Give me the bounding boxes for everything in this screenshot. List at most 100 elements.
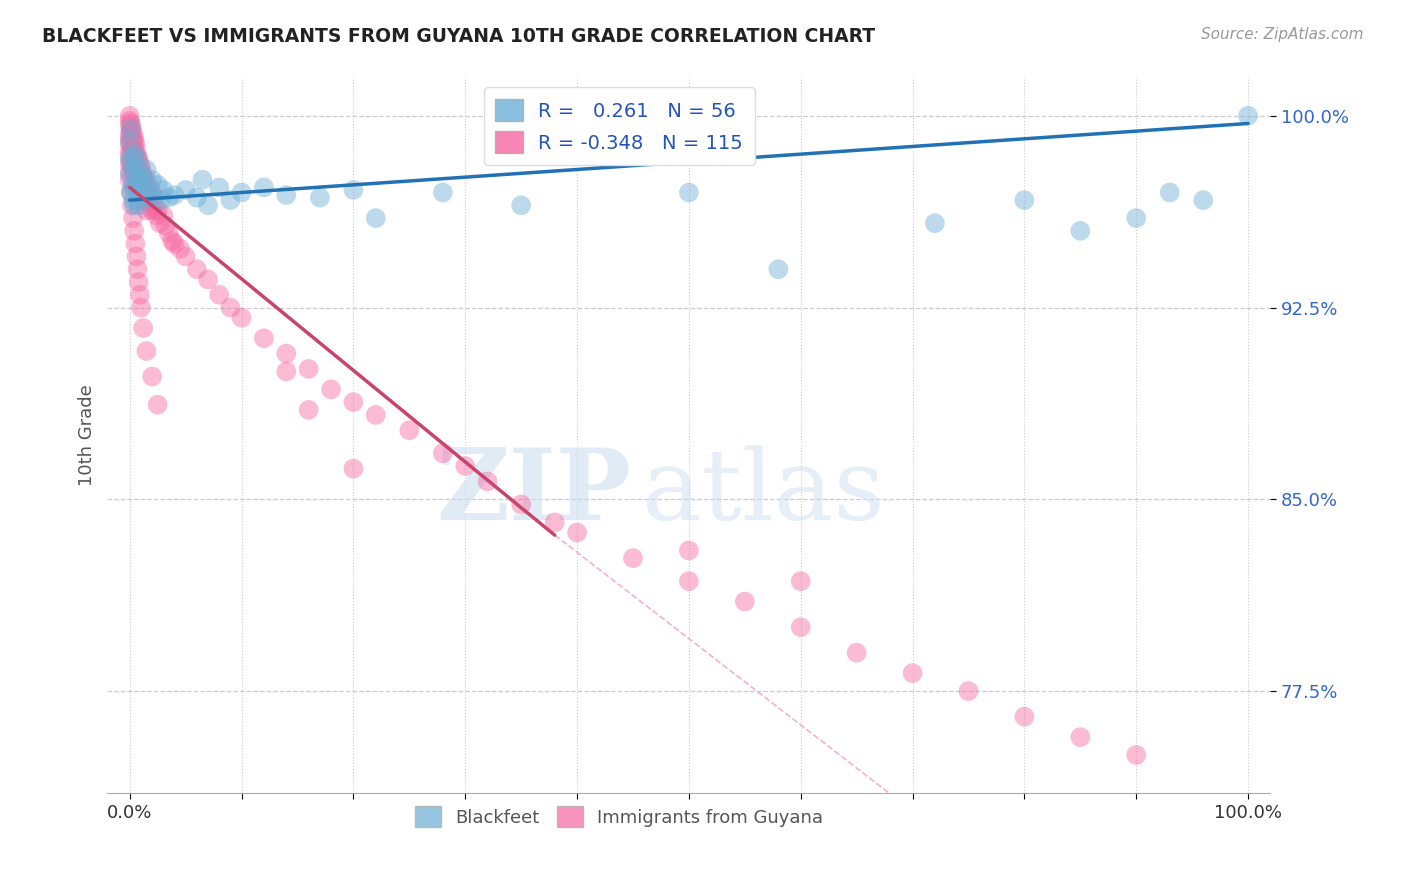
Point [131, 165, 153, 179]
Point [150, 193, 173, 207]
Point [118, 153, 141, 167]
Point [135, 172, 157, 186]
Point [128, 153, 150, 167]
Point [128, 172, 150, 186]
Point [129, 301, 152, 315]
Point [127, 178, 149, 192]
Point [118, 109, 141, 123]
Point [186, 191, 208, 205]
Point [128, 287, 150, 301]
Point [118, 157, 141, 171]
Point [134, 193, 156, 207]
Point [139, 180, 162, 194]
Point [129, 175, 152, 189]
Point [901, 666, 924, 681]
Point [118, 127, 141, 141]
Point [231, 186, 253, 200]
Point [149, 216, 172, 230]
Point [186, 262, 208, 277]
Point [128, 198, 150, 212]
Point [678, 543, 700, 558]
Point [131, 180, 153, 194]
Point [169, 242, 191, 256]
Point [135, 344, 157, 359]
Point [132, 172, 155, 186]
Point [141, 172, 163, 186]
Point [364, 211, 387, 225]
Point [143, 191, 166, 205]
Point [398, 423, 420, 437]
Point [454, 459, 477, 474]
Point [432, 446, 454, 460]
Point [477, 475, 499, 489]
Point [124, 136, 146, 151]
Y-axis label: 10th Grade: 10th Grade [79, 384, 96, 486]
Point [122, 132, 145, 146]
Point [231, 310, 253, 325]
Point [621, 551, 644, 566]
Point [120, 186, 142, 200]
Point [128, 178, 150, 192]
Point [145, 209, 167, 223]
Point [121, 150, 143, 164]
Point [135, 162, 157, 177]
Point [132, 186, 155, 200]
Point [121, 129, 143, 144]
Point [122, 139, 145, 153]
Point [139, 191, 162, 205]
Point [121, 142, 143, 156]
Legend: Blackfeet, Immigrants from Guyana: Blackfeet, Immigrants from Guyana [408, 799, 830, 834]
Point [122, 165, 145, 179]
Point [544, 516, 567, 530]
Point [734, 594, 756, 608]
Point [219, 193, 242, 207]
Point [122, 224, 145, 238]
Point [141, 203, 163, 218]
Point [510, 198, 533, 212]
Point [124, 180, 146, 194]
Point [129, 160, 152, 174]
Point [129, 168, 152, 182]
Point [125, 193, 148, 207]
Point [136, 191, 159, 205]
Point [1014, 193, 1036, 207]
Point [125, 157, 148, 171]
Point [120, 116, 142, 130]
Point [1192, 193, 1215, 207]
Point [118, 150, 141, 164]
Point [141, 369, 163, 384]
Point [118, 172, 141, 186]
Point [157, 191, 180, 205]
Point [163, 188, 186, 202]
Point [298, 362, 321, 376]
Point [122, 145, 145, 159]
Point [135, 203, 157, 218]
Point [139, 201, 162, 215]
Point [125, 145, 148, 159]
Point [768, 262, 790, 277]
Point [122, 160, 145, 174]
Point [127, 150, 149, 164]
Point [152, 209, 174, 223]
Point [510, 498, 533, 512]
Point [276, 364, 298, 378]
Point [124, 150, 146, 164]
Point [121, 121, 143, 136]
Point [124, 236, 146, 251]
Point [120, 121, 142, 136]
Point [128, 162, 150, 177]
Text: atlas: atlas [643, 445, 886, 541]
Point [122, 211, 145, 225]
Point [125, 153, 148, 167]
Point [118, 134, 141, 148]
Point [845, 646, 868, 660]
Point [118, 114, 141, 128]
Point [1069, 224, 1091, 238]
Point [121, 198, 143, 212]
Point [135, 188, 157, 202]
Point [308, 191, 330, 205]
Point [342, 461, 364, 475]
Point [678, 574, 700, 588]
Point [118, 136, 141, 151]
Point [197, 272, 219, 286]
